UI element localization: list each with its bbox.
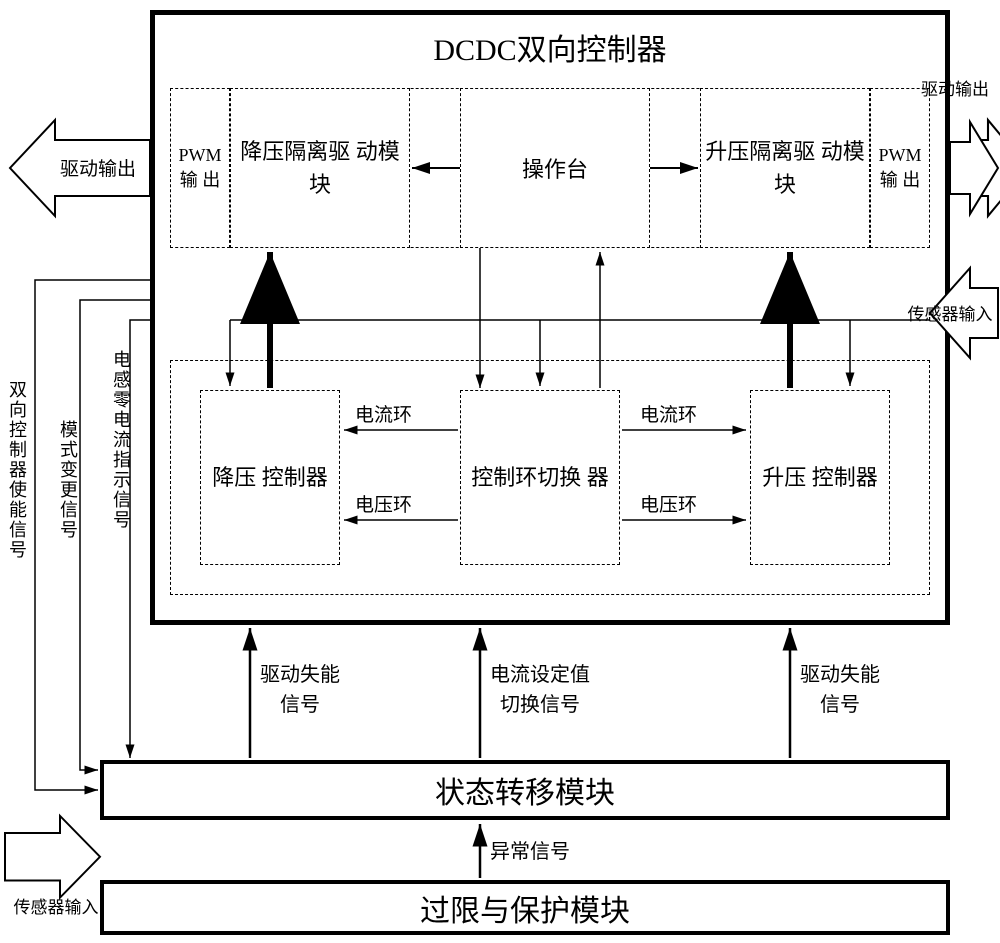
pwm-out-right-label: PWM 输 出: [871, 143, 929, 193]
drive-out-left-arrow: 驱动输出: [10, 120, 150, 216]
current-setpoint-label: 电流设定值 切换信号: [490, 660, 590, 720]
drive-disable-right: 驱动失能 信号: [800, 660, 880, 720]
buck-controller-box: 降压 控制器: [200, 390, 340, 565]
boost-iso-driver-box: 升压隔离驱 动模块: [700, 88, 870, 248]
boost-iso-driver-label: 升压隔离驱 动模块: [701, 135, 869, 201]
mode-change-label: 模式变更信号: [55, 420, 81, 540]
pwm-out-left-box: PWM 输 出: [170, 88, 230, 248]
state-module-box: 状态转移模块: [100, 760, 950, 820]
sensor-in-bottom-block: [5, 816, 100, 898]
drive-out-left-text: 驱动输出: [60, 158, 136, 180]
protect-module-label: 过限与保护模块: [420, 886, 630, 930]
drive-out-right-block: [950, 122, 998, 214]
state-module-label: 状态转移模块: [435, 768, 615, 812]
current-loop-left: 电流环: [355, 400, 412, 427]
drive-out-right-html: 驱动输出: [910, 75, 1000, 100]
dcdc-title: DCDC双向控制器: [150, 25, 950, 69]
voltage-loop-left: 电压环: [355, 490, 412, 517]
inductor-zero-label: 电感零电流指示信号: [108, 350, 134, 530]
current-loop-right: 电流环: [640, 400, 697, 427]
console-box: 操作台: [460, 88, 650, 248]
drive-disable-left: 驱动失能 信号: [260, 660, 340, 720]
buck-controller-label: 降压 控制器: [212, 460, 328, 495]
abnormal-label: 异常信号: [490, 835, 570, 864]
loop-switcher-box: 控制环切换 器: [460, 390, 620, 565]
voltage-loop-right: 电压环: [640, 490, 697, 517]
pwm-out-right-box: PWM 输 出: [870, 88, 930, 248]
loop-switcher-label: 控制环切换 器: [471, 460, 609, 495]
protect-module-box: 过限与保护模块: [100, 880, 950, 935]
bidir-enable-label: 双向控制器使能信号: [4, 380, 30, 560]
boost-controller-label: 升压 控制器: [762, 460, 878, 495]
boost-controller-box: 升压 控制器: [750, 390, 890, 565]
buck-iso-driver-label: 降压隔离驱 动模块: [231, 135, 409, 201]
buck-iso-driver-box: 降压隔离驱 动模块: [230, 88, 410, 248]
pwm-out-left-label: PWM 输 出: [171, 143, 229, 193]
console-label: 操作台: [522, 152, 588, 184]
drive-out-right-arrow: [977, 120, 1000, 216]
sensor-in-bottom-text: 传感器输入: [6, 893, 106, 918]
sensor-in-right-text: 传感器输入: [895, 300, 1000, 325]
